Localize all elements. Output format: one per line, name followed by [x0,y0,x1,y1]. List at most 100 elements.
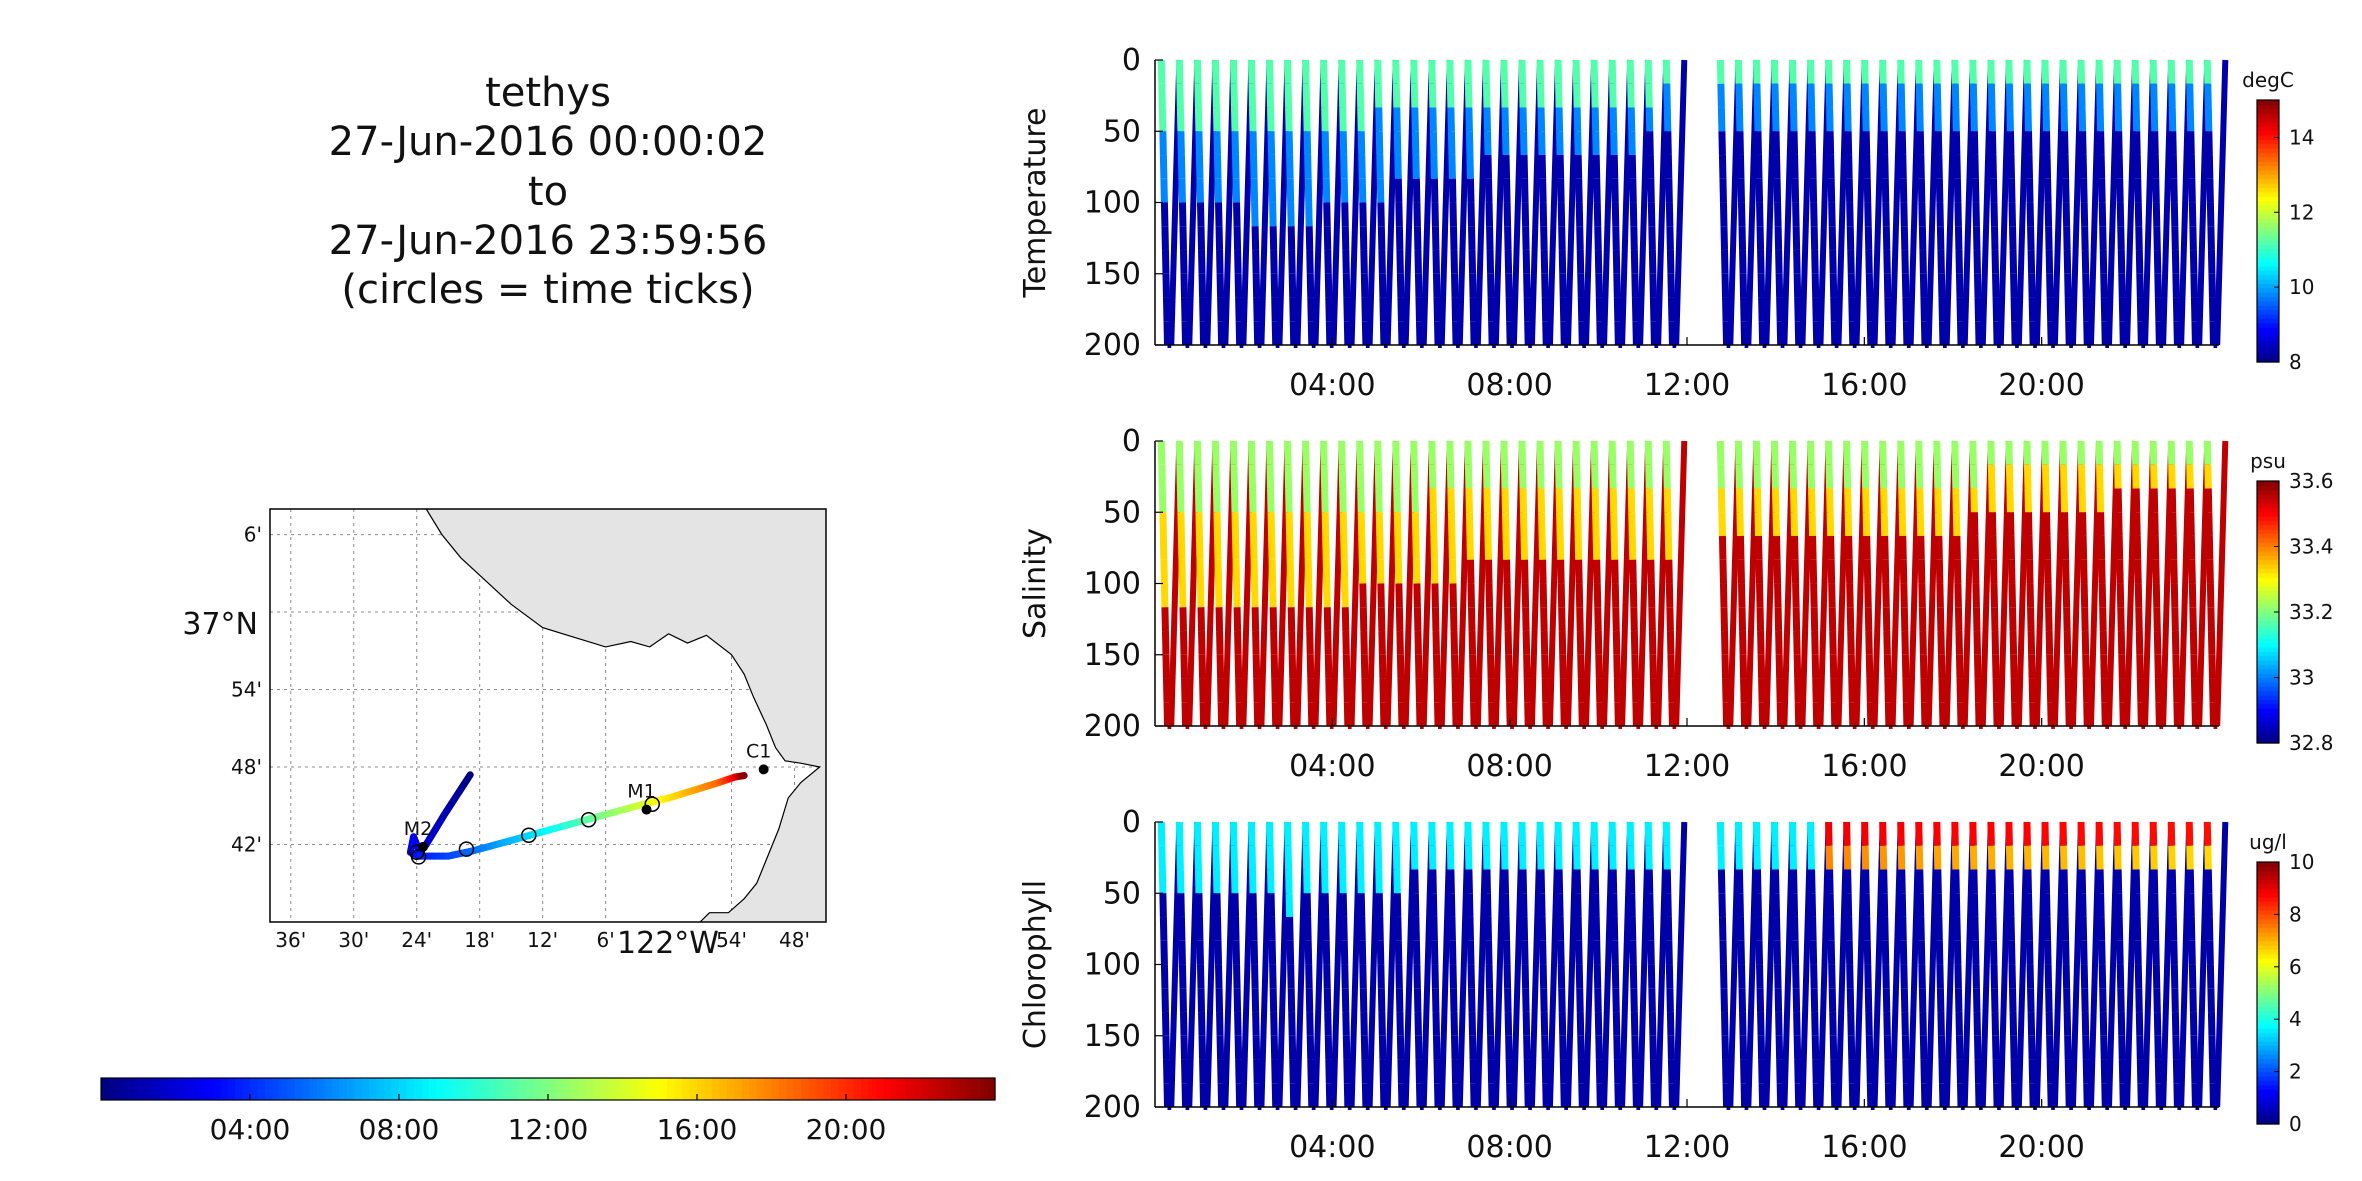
profile-segment [2172,654,2180,679]
profile-segment [2167,821,2176,846]
profile-segment [2096,107,2105,132]
profile-segment [1717,869,1726,894]
profile-segment [1469,297,1478,322]
profile-segment [1866,321,1875,346]
profile-segment [2081,607,2089,632]
profile-segment [1303,512,1312,537]
profile-segment [1194,488,1203,513]
profile-segment [1592,512,1600,537]
profile-segment [1342,249,1350,274]
profile-segment [2024,107,2032,132]
profile-segment [1178,583,1187,608]
profile-segment [1501,107,1510,132]
profile-segment [1776,702,1785,727]
profile-segment [1828,583,1836,608]
panel-colorbar-segment [2257,581,2279,587]
profile-segment [1792,988,1801,1013]
profile-segment [1341,607,1350,632]
profile-segment [1990,202,1998,227]
map-x-tick-label: 6' [596,928,614,952]
profile-segment [1469,273,1477,298]
profile-segment [1792,583,1800,608]
profile-segment [1271,702,1280,727]
profile-segment [1505,273,1513,298]
panel-colorbar-segment [2257,244,2279,250]
profile-segment [1865,1035,1874,1060]
time-colorbar-segment [466,1078,475,1100]
profile-segment [1322,559,1331,584]
profile-segment [1379,321,1388,346]
profile-segment [1901,630,1909,655]
profile-segment [1523,678,1532,703]
time-colorbar-segment [853,1078,862,1100]
profile-segment [2136,273,2144,298]
panel-colorbar-segment [2257,261,2279,267]
profile-segment [1556,535,1565,560]
profile-segment [1231,893,1240,918]
profile-segment [1770,59,1779,84]
profile-segment [1178,964,1187,989]
profile-segment [1899,178,1908,203]
profile-segment [1358,916,1366,941]
profile-segment [2059,821,2068,846]
x-tick-label: 04:00 [1289,749,1375,784]
profile-segment [1611,940,1619,965]
profile-segment [1483,131,1492,156]
profile-segment [1541,1059,1550,1084]
profile-segment [1394,940,1403,965]
profile-segment [1524,1083,1532,1108]
panel-colorbar-tick-label: 14 [2289,125,2314,149]
profile-segment [1630,607,1638,632]
profile-segment [1916,869,1924,894]
profile-segment [1180,654,1189,679]
profile-segment [1429,488,1437,513]
profile-segment [1542,702,1550,727]
time-colorbar-segment [339,1078,348,1100]
profile-segment [1360,249,1368,274]
profile-segment [2062,583,2071,608]
profile-segment [1271,1059,1279,1084]
profile-segment [2044,178,2052,203]
profile-segment [1268,535,1276,560]
profile-segment [1847,654,1856,679]
profile-segment [1415,1083,1424,1108]
profile-segment [2043,131,2051,156]
panel-colorbar-segment [2257,340,2279,346]
profile-segment [1487,297,1496,322]
profile-segment [1827,178,1836,203]
profile-segment [1937,1035,1946,1060]
panel-colorbar-segment [2257,612,2279,617]
profile-segment [2134,964,2143,989]
panel-colorbar-segment [2257,590,2279,596]
profile-segment [1573,107,1582,132]
profile-segment [1628,535,1637,560]
profile-segment [1775,654,1784,679]
profile-segment [1230,488,1239,513]
time-colorbar-segment [846,1078,855,1100]
profile-segment [2080,202,2089,227]
profile-segment [1266,821,1274,846]
profile-segment [1235,321,1244,346]
profile-segment [2168,83,2176,108]
profile-segment [1646,893,1654,918]
profile-segment [2023,440,2031,465]
profile-segment [1737,178,1745,203]
profile-segment [1716,59,1725,84]
profile-segment [1973,1011,1981,1036]
profile-segment [1901,654,1910,679]
map-x-tick-labels: 36' 30' 24' 18' 12' 6' 54' 48' [275,928,810,952]
profile-segment [2006,512,2015,537]
profile-segment [1774,988,1783,1013]
profile-segment [1938,702,1947,727]
profile-segment [1970,512,1979,537]
profile-segment [1775,273,1784,298]
profile-segment [1630,630,1639,655]
profile-segment [2168,464,2176,489]
time-colorbar-segment [600,1078,609,1100]
profile-segment [1431,988,1440,1013]
profile-segment [1758,1083,1767,1108]
time-colorbar-segment [875,1078,884,1100]
profile-segment [1288,1011,1296,1036]
profile-segment [2007,178,2016,203]
profile-segment [1520,131,1528,156]
